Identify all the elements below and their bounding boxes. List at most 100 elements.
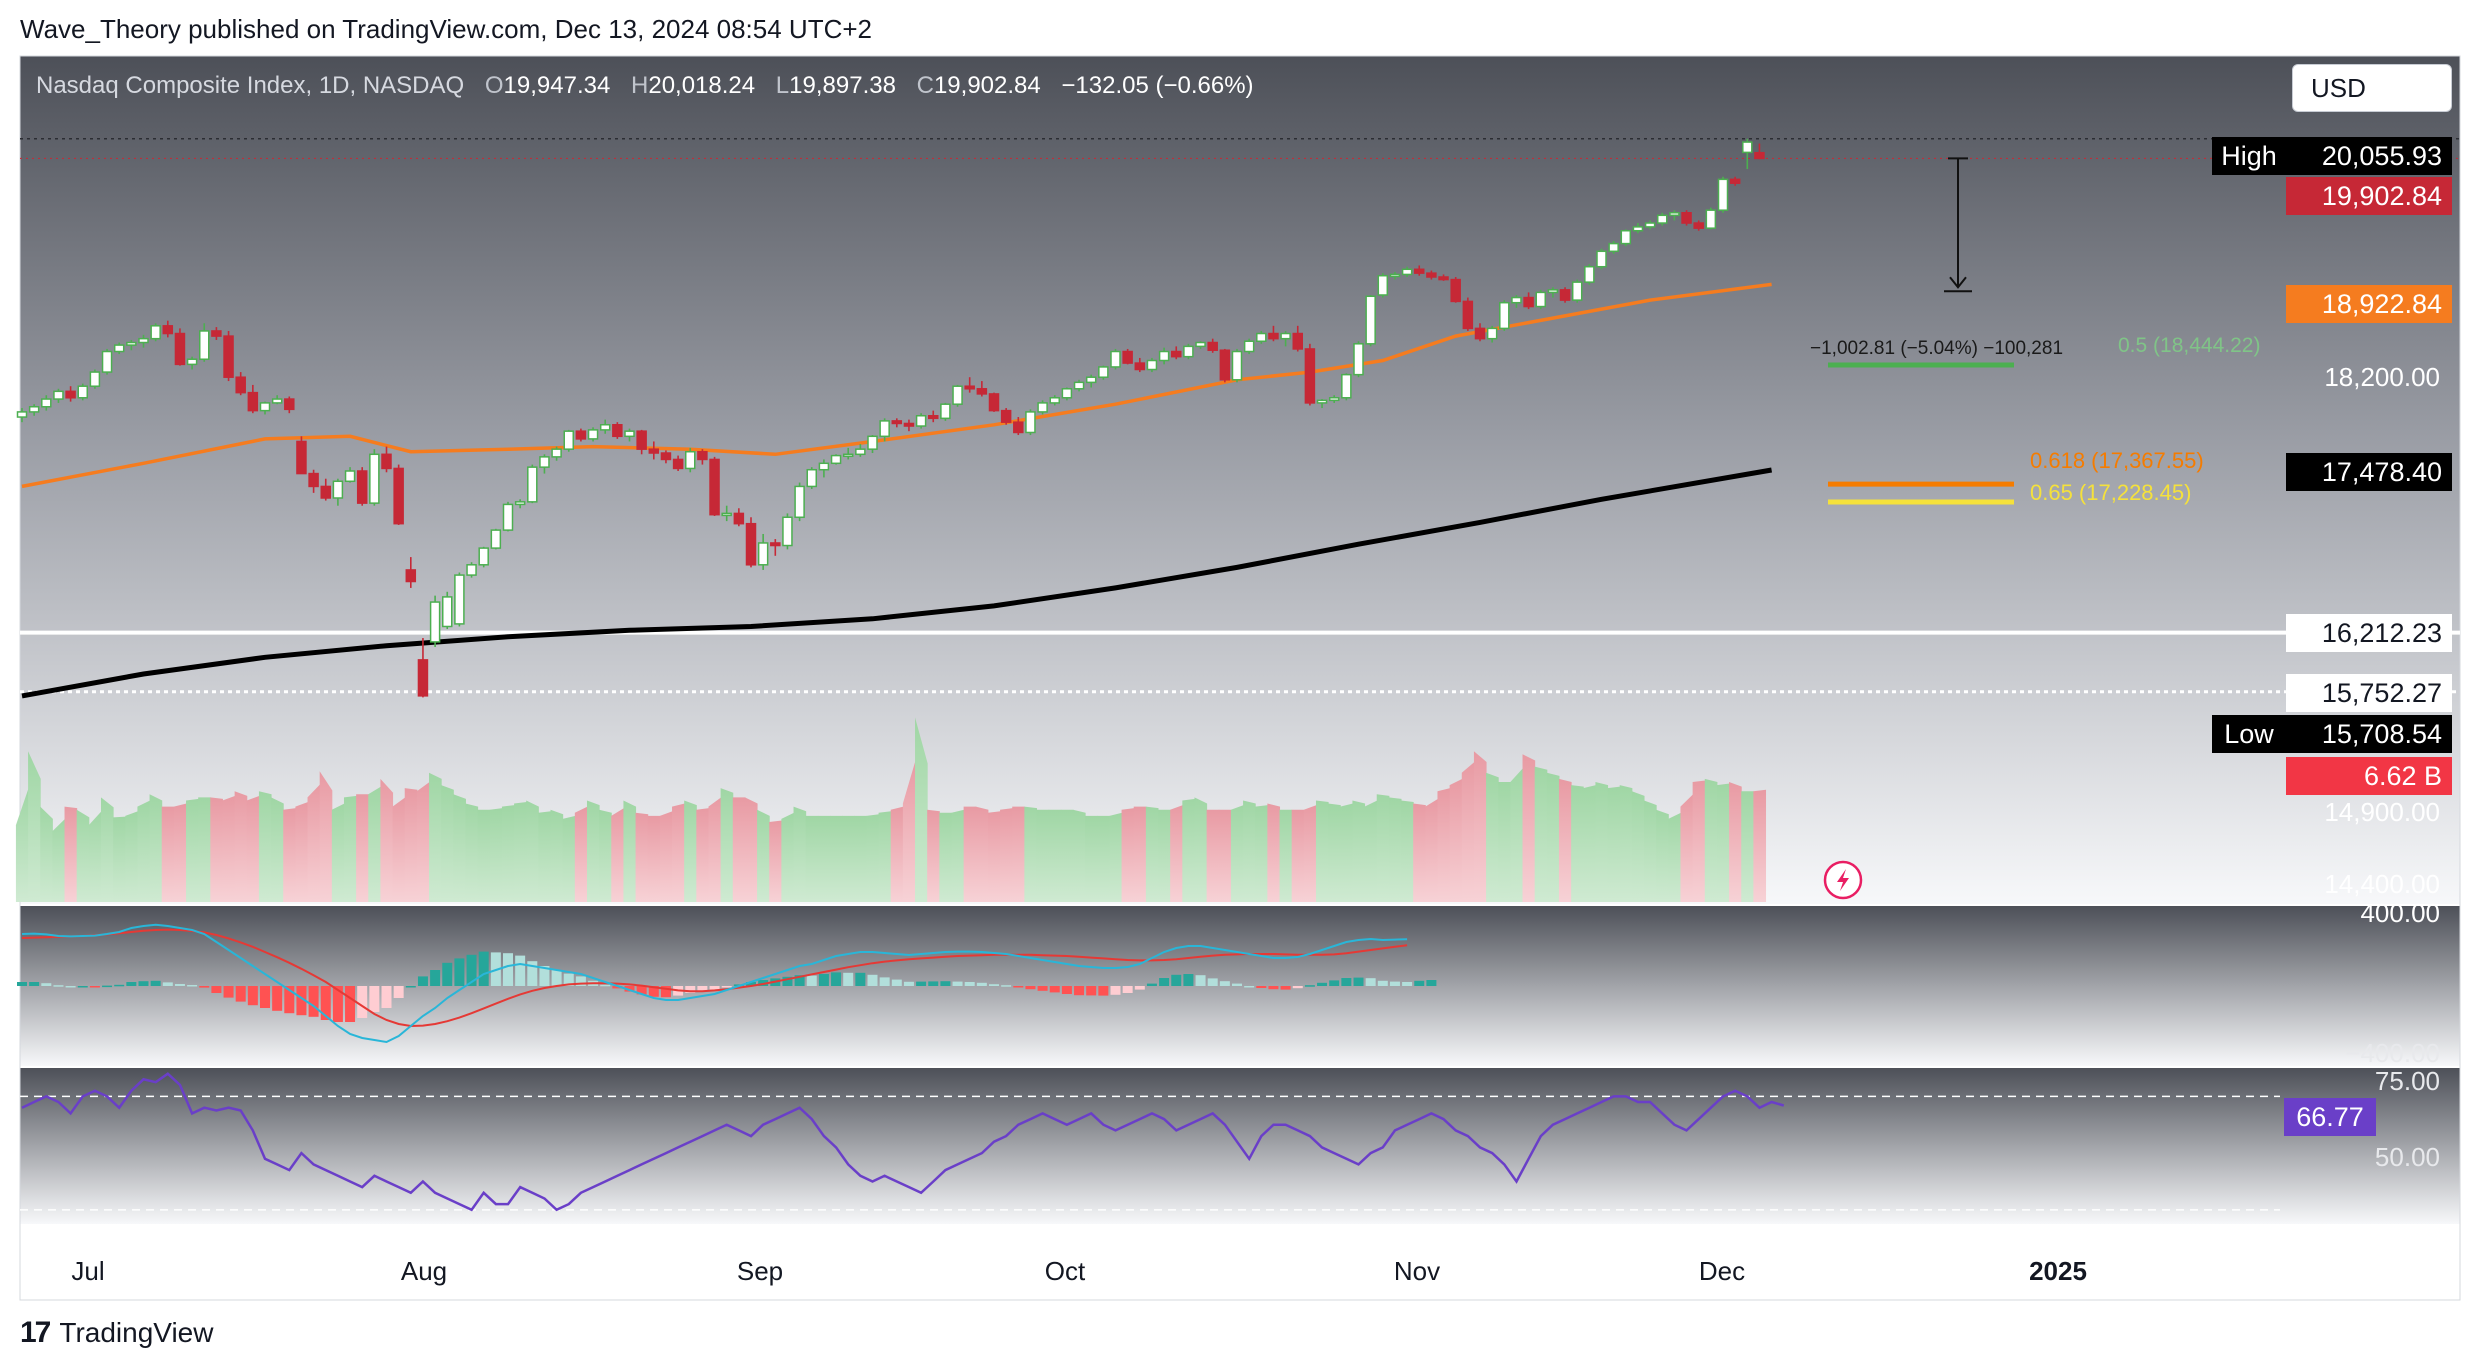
rsi-tick: 50.00 — [2375, 1142, 2440, 1172]
macd-hist-bar — [1098, 986, 1109, 996]
volume-bar — [125, 811, 138, 902]
macd-hist-bar — [1001, 985, 1012, 987]
candle-body — [332, 480, 344, 499]
volume-bar — [732, 797, 746, 902]
volume-bar — [210, 797, 223, 902]
macd-hist-bar — [891, 979, 902, 986]
candle-body — [356, 470, 368, 504]
candle-body — [1414, 268, 1425, 274]
volume-bar — [854, 815, 867, 902]
macd-hist-bar — [806, 975, 817, 986]
volume-bar — [1510, 768, 1524, 902]
measure-label: −1,002.81 (−5.04%) −100,281 — [1810, 338, 2063, 359]
main-pane-bg — [20, 56, 2460, 904]
volume-bar — [1498, 782, 1511, 902]
volume-bar — [1753, 789, 1767, 902]
candle-body — [563, 430, 574, 450]
volume-bar — [28, 751, 41, 902]
candle-body — [1183, 345, 1194, 358]
fib-label: 0.65 (17,228.45) — [2030, 480, 2191, 505]
time-tick: Nov — [1394, 1256, 1440, 1286]
macd-hist-bar — [53, 985, 64, 987]
volume-bar — [234, 791, 248, 902]
volume-bar — [1473, 751, 1487, 902]
volume-bar — [258, 791, 272, 902]
volume-bar — [1060, 809, 1074, 902]
candle-body — [393, 467, 404, 525]
volume-bar — [1182, 798, 1195, 902]
macd-hist-bar — [794, 975, 805, 986]
macd-hist-bar — [551, 970, 562, 986]
candle-body — [1025, 411, 1036, 434]
price-tag-key-high — [2212, 137, 2286, 175]
volume-bar — [1364, 800, 1378, 902]
volume-bar — [1340, 803, 1353, 902]
volume-bar — [720, 788, 734, 902]
candle-body — [1280, 332, 1291, 340]
currency-button[interactable]: USD — [2292, 64, 2452, 112]
candle-body — [672, 458, 684, 470]
volume-bar — [1085, 815, 1098, 902]
volume-bar — [501, 805, 515, 902]
candle-body — [320, 485, 331, 499]
volume-bar — [647, 815, 661, 902]
macd-hist-bar — [1207, 978, 1218, 986]
macd-hist-bar — [903, 981, 914, 986]
volume-bar — [1692, 780, 1706, 902]
candle-body — [1571, 281, 1583, 301]
candle-body — [842, 453, 854, 458]
candle-body — [940, 403, 951, 420]
macd-hist-bar — [393, 986, 404, 998]
candle-body — [636, 430, 647, 450]
price-tag-text-ema200: 17,478.40 — [2322, 457, 2442, 487]
volume-bar — [52, 818, 66, 902]
volume-bar — [1486, 772, 1499, 902]
macd-hist-bar — [138, 981, 149, 986]
volume-bar — [343, 795, 357, 902]
macd-hist-bar — [1414, 980, 1425, 986]
macd-hist-bar — [746, 982, 756, 986]
volume-bar — [611, 808, 624, 902]
candle-body — [381, 453, 392, 470]
volume-bar — [817, 815, 831, 902]
macd-hist-bar — [976, 982, 987, 986]
candle-body — [1341, 373, 1352, 399]
brand-name: TradingView — [59, 1317, 214, 1348]
volume-bar — [489, 808, 503, 902]
candle-body — [1049, 397, 1060, 404]
candle-body — [782, 516, 793, 547]
volume-bar — [1036, 809, 1050, 902]
macd-hist-bar — [989, 984, 999, 986]
candle-body — [235, 376, 246, 394]
volume-bar — [1000, 808, 1013, 902]
candle-body — [1559, 289, 1571, 301]
macd-hist-bar — [442, 962, 453, 986]
candle-body — [1754, 151, 1765, 160]
macd-hist-bar — [1049, 986, 1060, 993]
volume-bar — [1656, 809, 1669, 902]
volume-bar — [380, 778, 394, 902]
macd-hist-bar — [126, 982, 137, 986]
volume-bar — [1534, 766, 1548, 902]
candle-body — [624, 430, 635, 438]
price-tag-vol — [2286, 757, 2452, 795]
macd-hist-bar — [1292, 986, 1303, 989]
volume-bar — [939, 812, 952, 902]
price-tag-key-low — [2212, 715, 2286, 753]
candle-body — [733, 512, 745, 525]
candle-body — [53, 390, 64, 400]
chart-border — [19, 55, 2461, 1301]
candle-body — [1231, 350, 1243, 381]
volume-bar — [15, 788, 29, 902]
candle-body — [1085, 376, 1097, 384]
candle-body — [211, 330, 222, 337]
candle-body — [1620, 229, 1632, 245]
price-tag-low — [2286, 715, 2452, 753]
volume-bar — [574, 806, 588, 902]
candle-body — [1717, 178, 1729, 211]
candle-body — [466, 564, 477, 576]
volume-bar — [1206, 809, 1220, 902]
macd-hist-bar — [430, 970, 441, 986]
macd-hist-bar — [162, 982, 173, 986]
macd-hist-bar — [1122, 986, 1133, 993]
